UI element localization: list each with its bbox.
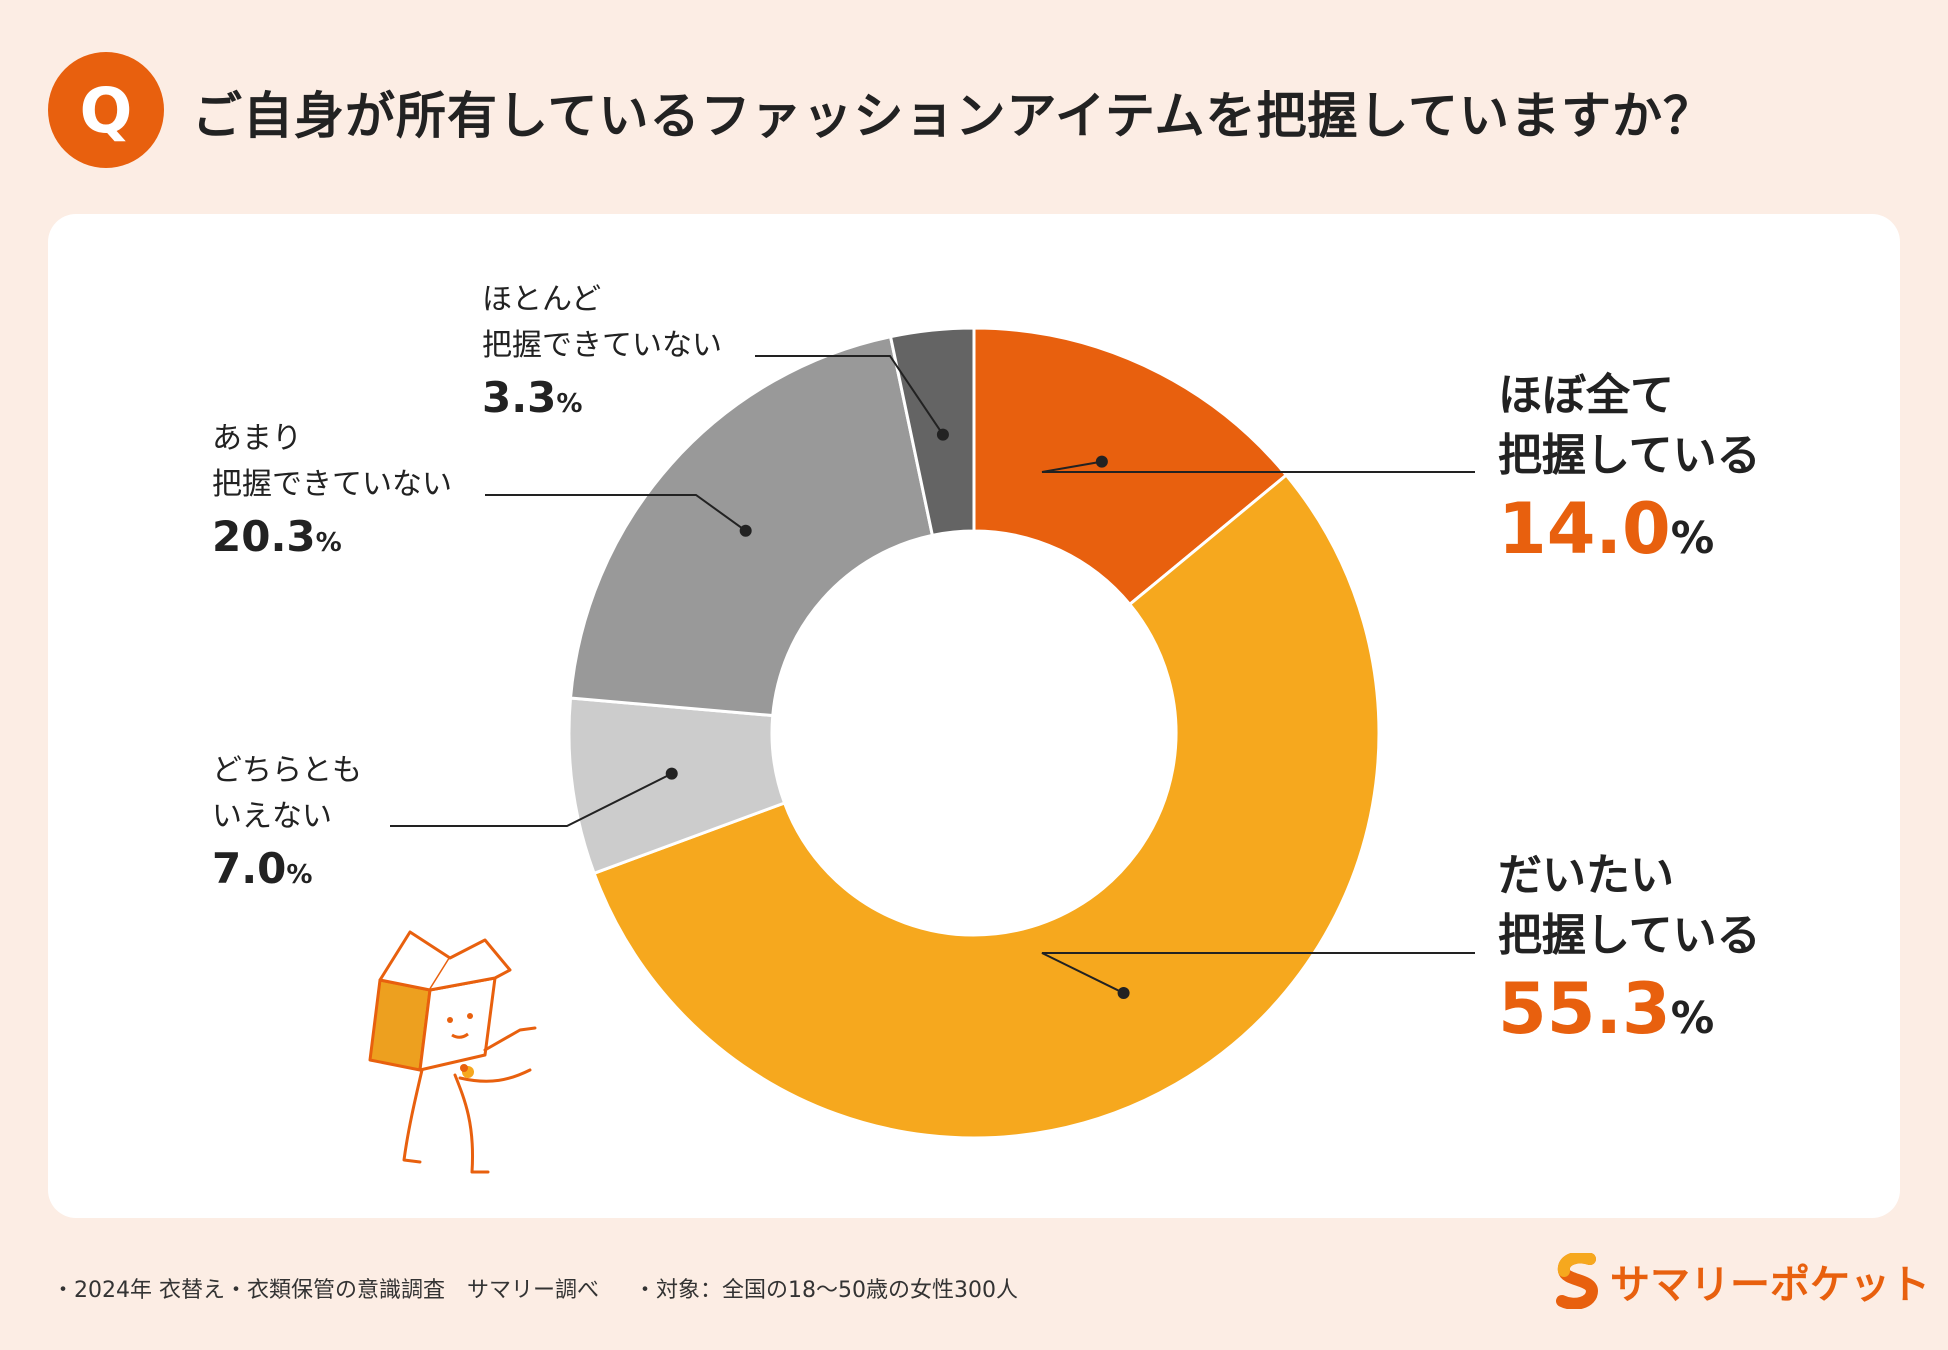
slice-label-0: ほぼ全て把握している 14.0% <box>1498 370 1761 570</box>
slice-label-text-1-1: 把握している <box>1498 910 1761 961</box>
slice-label-text-0-0: ほぼ全て <box>1498 370 1674 421</box>
leader-line-2 <box>390 772 673 827</box>
slice-value-1: 55.3% <box>1498 968 1715 1050</box>
slice-label-text-1-0: だいたい <box>1498 850 1674 901</box>
leader-line-3 <box>485 494 747 532</box>
footer-survey: ・2024年 衣替え・衣類保管の意識調査 サマリー調べ <box>52 1278 599 1303</box>
slice-label-3: あまり把握できていない 20.3% <box>212 424 452 558</box>
footer-note: ・2024年 衣替え・衣類保管の意識調査 サマリー調べ ・対象：全国の18〜50… <box>52 1272 1046 1304</box>
question-badge: Q <box>48 52 164 168</box>
brand-logo-text: サマリーポケット <box>1610 1262 1930 1308</box>
slice-label-1: だいたい把握している 55.3% <box>1498 850 1761 1050</box>
donut-slice-4 <box>888 326 976 538</box>
donut-slice-1 <box>592 473 1381 1140</box>
slice-value-4: 3.3% <box>482 373 583 422</box>
footer-target: ・対象：全国の18〜50歳の女性300人 <box>633 1278 1018 1303</box>
slice-label-text-0-1: 把握している <box>1498 430 1761 481</box>
slice-label-2: どちらともいえない 7.0% <box>212 756 362 890</box>
leader-dot-1 <box>1117 987 1130 1000</box>
leader-dot-2 <box>665 767 678 780</box>
slice-value-2: 7.0% <box>212 844 313 893</box>
summary-pocket-s-logo-icon <box>1556 1253 1599 1309</box>
slice-label-text-4-1: 把握できていない <box>482 328 722 363</box>
leader-dot-0 <box>1095 455 1108 468</box>
slice-value-3: 20.3% <box>212 512 342 561</box>
brand-logo: サマリーポケット <box>1556 1252 1930 1310</box>
leader-line-0 <box>1041 460 1475 473</box>
slice-label-text-3-0: あまり <box>212 421 302 456</box>
donut-slice-3 <box>568 334 935 718</box>
slice-label-text-3-1: 把握できていない <box>212 467 452 502</box>
page-title: ご自身が所有しているファッションアイテムを把握していますか？ <box>192 87 1714 145</box>
leader-dot-4 <box>936 428 949 441</box>
slice-value-0: 14.0% <box>1498 488 1715 570</box>
leader-dot-3 <box>739 524 752 537</box>
leader-line-1 <box>1041 952 1475 994</box>
slice-label-text-4-0: ほとんど <box>482 282 602 317</box>
donut-slice-0 <box>972 326 1289 607</box>
leader-line-4 <box>755 355 944 436</box>
slice-label-4: ほとんど把握できていない 3.3% <box>482 285 722 419</box>
slice-label-text-2-1: いえない <box>212 799 332 834</box>
slice-label-text-2-0: どちらとも <box>212 753 362 788</box>
box-character-mascot-icon <box>368 930 537 1174</box>
